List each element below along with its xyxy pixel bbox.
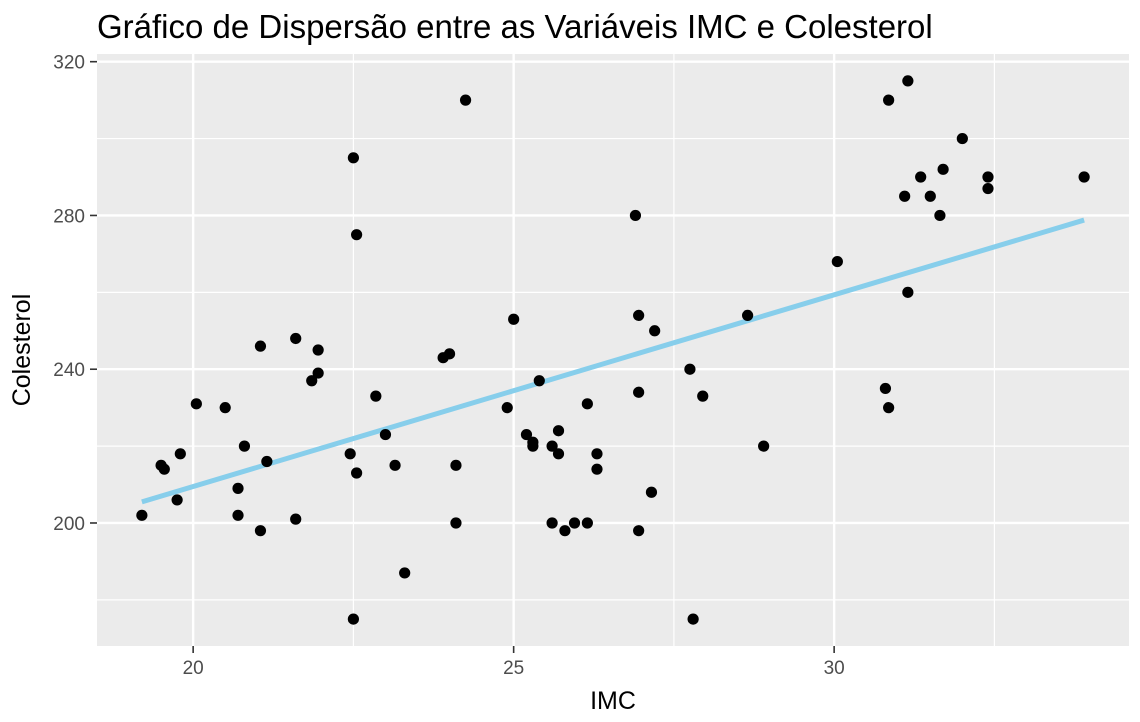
- x-tick-label: 20: [183, 658, 204, 679]
- data-point: [924, 190, 936, 202]
- data-point: [552, 425, 565, 437]
- data-point: [568, 517, 581, 529]
- data-point: [645, 486, 658, 498]
- data-point: [581, 517, 593, 529]
- data-point: [219, 402, 231, 414]
- data-point: [591, 448, 603, 460]
- data-point: [982, 171, 994, 183]
- data-point: [533, 375, 545, 387]
- data-point: [879, 382, 892, 395]
- data-point: [591, 463, 603, 475]
- trend-line: [141, 217, 1085, 505]
- data-point: [379, 428, 392, 441]
- data-point: [559, 525, 571, 537]
- data-point: [459, 94, 472, 106]
- data-point: [758, 440, 770, 452]
- y-tick-label: 240: [53, 360, 85, 381]
- data-point: [254, 525, 267, 537]
- y-tick-label: 280: [53, 206, 85, 227]
- data-point: [351, 229, 363, 241]
- data-point: [190, 398, 202, 410]
- data-point: [633, 525, 645, 537]
- data-point: [581, 398, 593, 410]
- data-point: [232, 482, 244, 494]
- data-point: [261, 455, 273, 468]
- data-point: [633, 309, 645, 322]
- y-tick-label: 200: [53, 514, 85, 535]
- data-point: [687, 613, 699, 625]
- data-point: [443, 348, 456, 360]
- data-point: [351, 467, 363, 479]
- data-point: [290, 332, 302, 345]
- data-point: [171, 494, 183, 506]
- data-point: [883, 94, 895, 106]
- data-point: [306, 375, 318, 387]
- data-point: [982, 182, 994, 195]
- data-point: [312, 367, 324, 379]
- data-point: [450, 517, 462, 529]
- data-point: [956, 132, 968, 145]
- data-point: [915, 171, 927, 183]
- data-point: [937, 163, 949, 175]
- data-point: [399, 567, 411, 579]
- data-point: [347, 613, 359, 625]
- x-tick-label: 30: [824, 658, 845, 679]
- data-point: [934, 209, 946, 222]
- data-point: [546, 517, 558, 529]
- grid-major: [97, 54, 1129, 646]
- data-point: [254, 340, 267, 352]
- data-point: [831, 255, 843, 268]
- data-point: [883, 402, 895, 414]
- data-point: [742, 309, 754, 322]
- data-point: [697, 390, 709, 402]
- data-point: [501, 402, 513, 414]
- chart-title: Gráfico de Dispersão entre as Variáveis …: [97, 8, 933, 45]
- data-point: [238, 440, 251, 452]
- data-point: [174, 448, 186, 460]
- data-point: [684, 363, 696, 375]
- x-tick-label: 25: [503, 658, 524, 679]
- data-point: [312, 344, 324, 356]
- data-point: [633, 386, 645, 398]
- data-point: [649, 325, 661, 337]
- data-point: [902, 75, 914, 87]
- plot-panel: [97, 54, 1129, 646]
- data-point: [1078, 171, 1090, 183]
- data-point: [158, 463, 170, 475]
- data-point: [508, 313, 520, 325]
- data-points: [136, 75, 1090, 625]
- data-point: [389, 459, 401, 471]
- data-point: [347, 152, 359, 164]
- x-axis-title: IMC: [590, 687, 636, 715]
- data-point: [527, 440, 539, 452]
- data-point: [344, 448, 356, 460]
- y-axis-ticks: 200 240 280 320: [53, 53, 97, 535]
- data-point: [899, 190, 911, 202]
- x-axis-ticks: 20 25 30: [183, 646, 845, 679]
- data-point: [902, 286, 914, 298]
- data-point: [629, 209, 642, 222]
- data-point: [552, 448, 565, 460]
- grid-minor: [97, 54, 1129, 646]
- data-point: [520, 428, 533, 441]
- data-point: [450, 459, 462, 471]
- y-axis-title: Colesterol: [8, 294, 36, 407]
- data-point: [232, 509, 244, 521]
- data-point: [370, 390, 382, 402]
- data-point: [546, 440, 558, 452]
- y-tick-label: 320: [53, 53, 85, 74]
- data-point: [136, 509, 148, 521]
- data-point: [290, 513, 302, 525]
